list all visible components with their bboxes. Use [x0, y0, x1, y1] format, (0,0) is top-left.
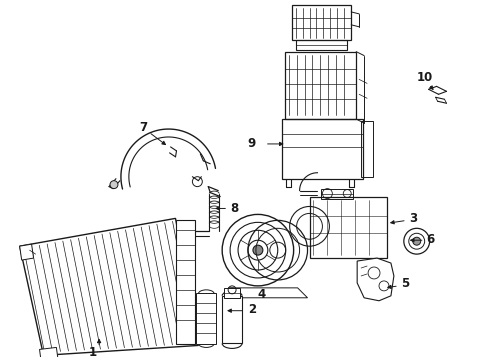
- Polygon shape: [40, 347, 58, 360]
- Bar: [285, 51, 356, 119]
- Circle shape: [253, 245, 263, 255]
- Text: 8: 8: [230, 202, 238, 215]
- Bar: [310, 197, 387, 258]
- Bar: [361, 121, 373, 177]
- Circle shape: [413, 237, 421, 245]
- Polygon shape: [20, 219, 198, 355]
- Text: 2: 2: [248, 303, 256, 316]
- Bar: [175, 220, 196, 345]
- Bar: [196, 293, 216, 345]
- Circle shape: [110, 181, 118, 189]
- Polygon shape: [357, 258, 394, 301]
- Text: 7: 7: [140, 121, 148, 134]
- Text: 3: 3: [409, 212, 417, 225]
- Text: 4: 4: [258, 288, 266, 301]
- Bar: [292, 5, 351, 40]
- Bar: [282, 119, 363, 179]
- Text: 10: 10: [416, 71, 433, 84]
- Text: 5: 5: [401, 278, 409, 291]
- Text: 9: 9: [247, 138, 256, 150]
- Bar: [222, 296, 242, 343]
- Polygon shape: [20, 244, 34, 260]
- Text: 1: 1: [89, 346, 97, 359]
- Bar: [321, 189, 353, 198]
- Bar: [224, 288, 240, 298]
- Text: 6: 6: [427, 233, 435, 246]
- Bar: [295, 40, 347, 50]
